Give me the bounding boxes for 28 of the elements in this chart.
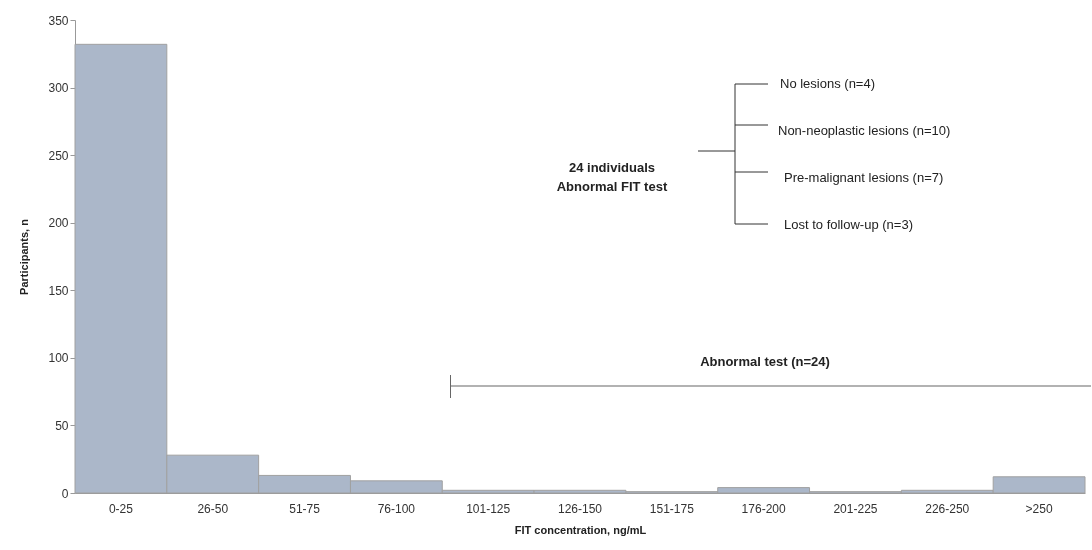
y-tick-label: 100 (48, 351, 69, 366)
x-axis-title: FIT concentration, ng/mL (514, 523, 647, 536)
x-tick-label: 51-75 (289, 501, 321, 516)
x-tick-label: 126-150 (557, 501, 603, 516)
x-tick-label: >250 (1025, 501, 1053, 516)
annotation: No lesions (n=4) (780, 76, 876, 91)
x-tick-label: 226-250 (925, 501, 970, 516)
y-tick-label: 250 (48, 148, 69, 163)
y-axis-title: Participants, n (18, 218, 31, 295)
annotation: Pre-malignant lesions (n=7) (784, 170, 944, 185)
x-tick-label: 26-50 (197, 501, 229, 516)
y-tick-label: 150 (48, 283, 69, 298)
x-tick-label: 76-100 (377, 501, 416, 516)
annotation: Lost to follow-up (n=3) (784, 217, 913, 232)
x-tick-label: 201-225 (833, 501, 878, 516)
y-tick-label: 200 (48, 216, 69, 231)
annotation: Abnormal FIT test (556, 179, 668, 194)
annotation: Abnormal test (n=24) (700, 354, 830, 369)
x-tick-label: 101-125 (466, 501, 511, 516)
annotation: Non-neoplastic lesions (n=10) (778, 123, 951, 138)
y-tick-label: 300 (48, 81, 69, 96)
annotation: 24 individuals (569, 160, 655, 175)
x-tick-label: 0-25 (108, 501, 134, 516)
y-tick-label: 350 (48, 13, 69, 28)
x-tick-label: 176-200 (741, 501, 786, 516)
x-tick-label: 151-175 (649, 501, 695, 516)
y-tick-label: 50 (55, 418, 69, 433)
y-tick-label: 0 (61, 486, 69, 501)
